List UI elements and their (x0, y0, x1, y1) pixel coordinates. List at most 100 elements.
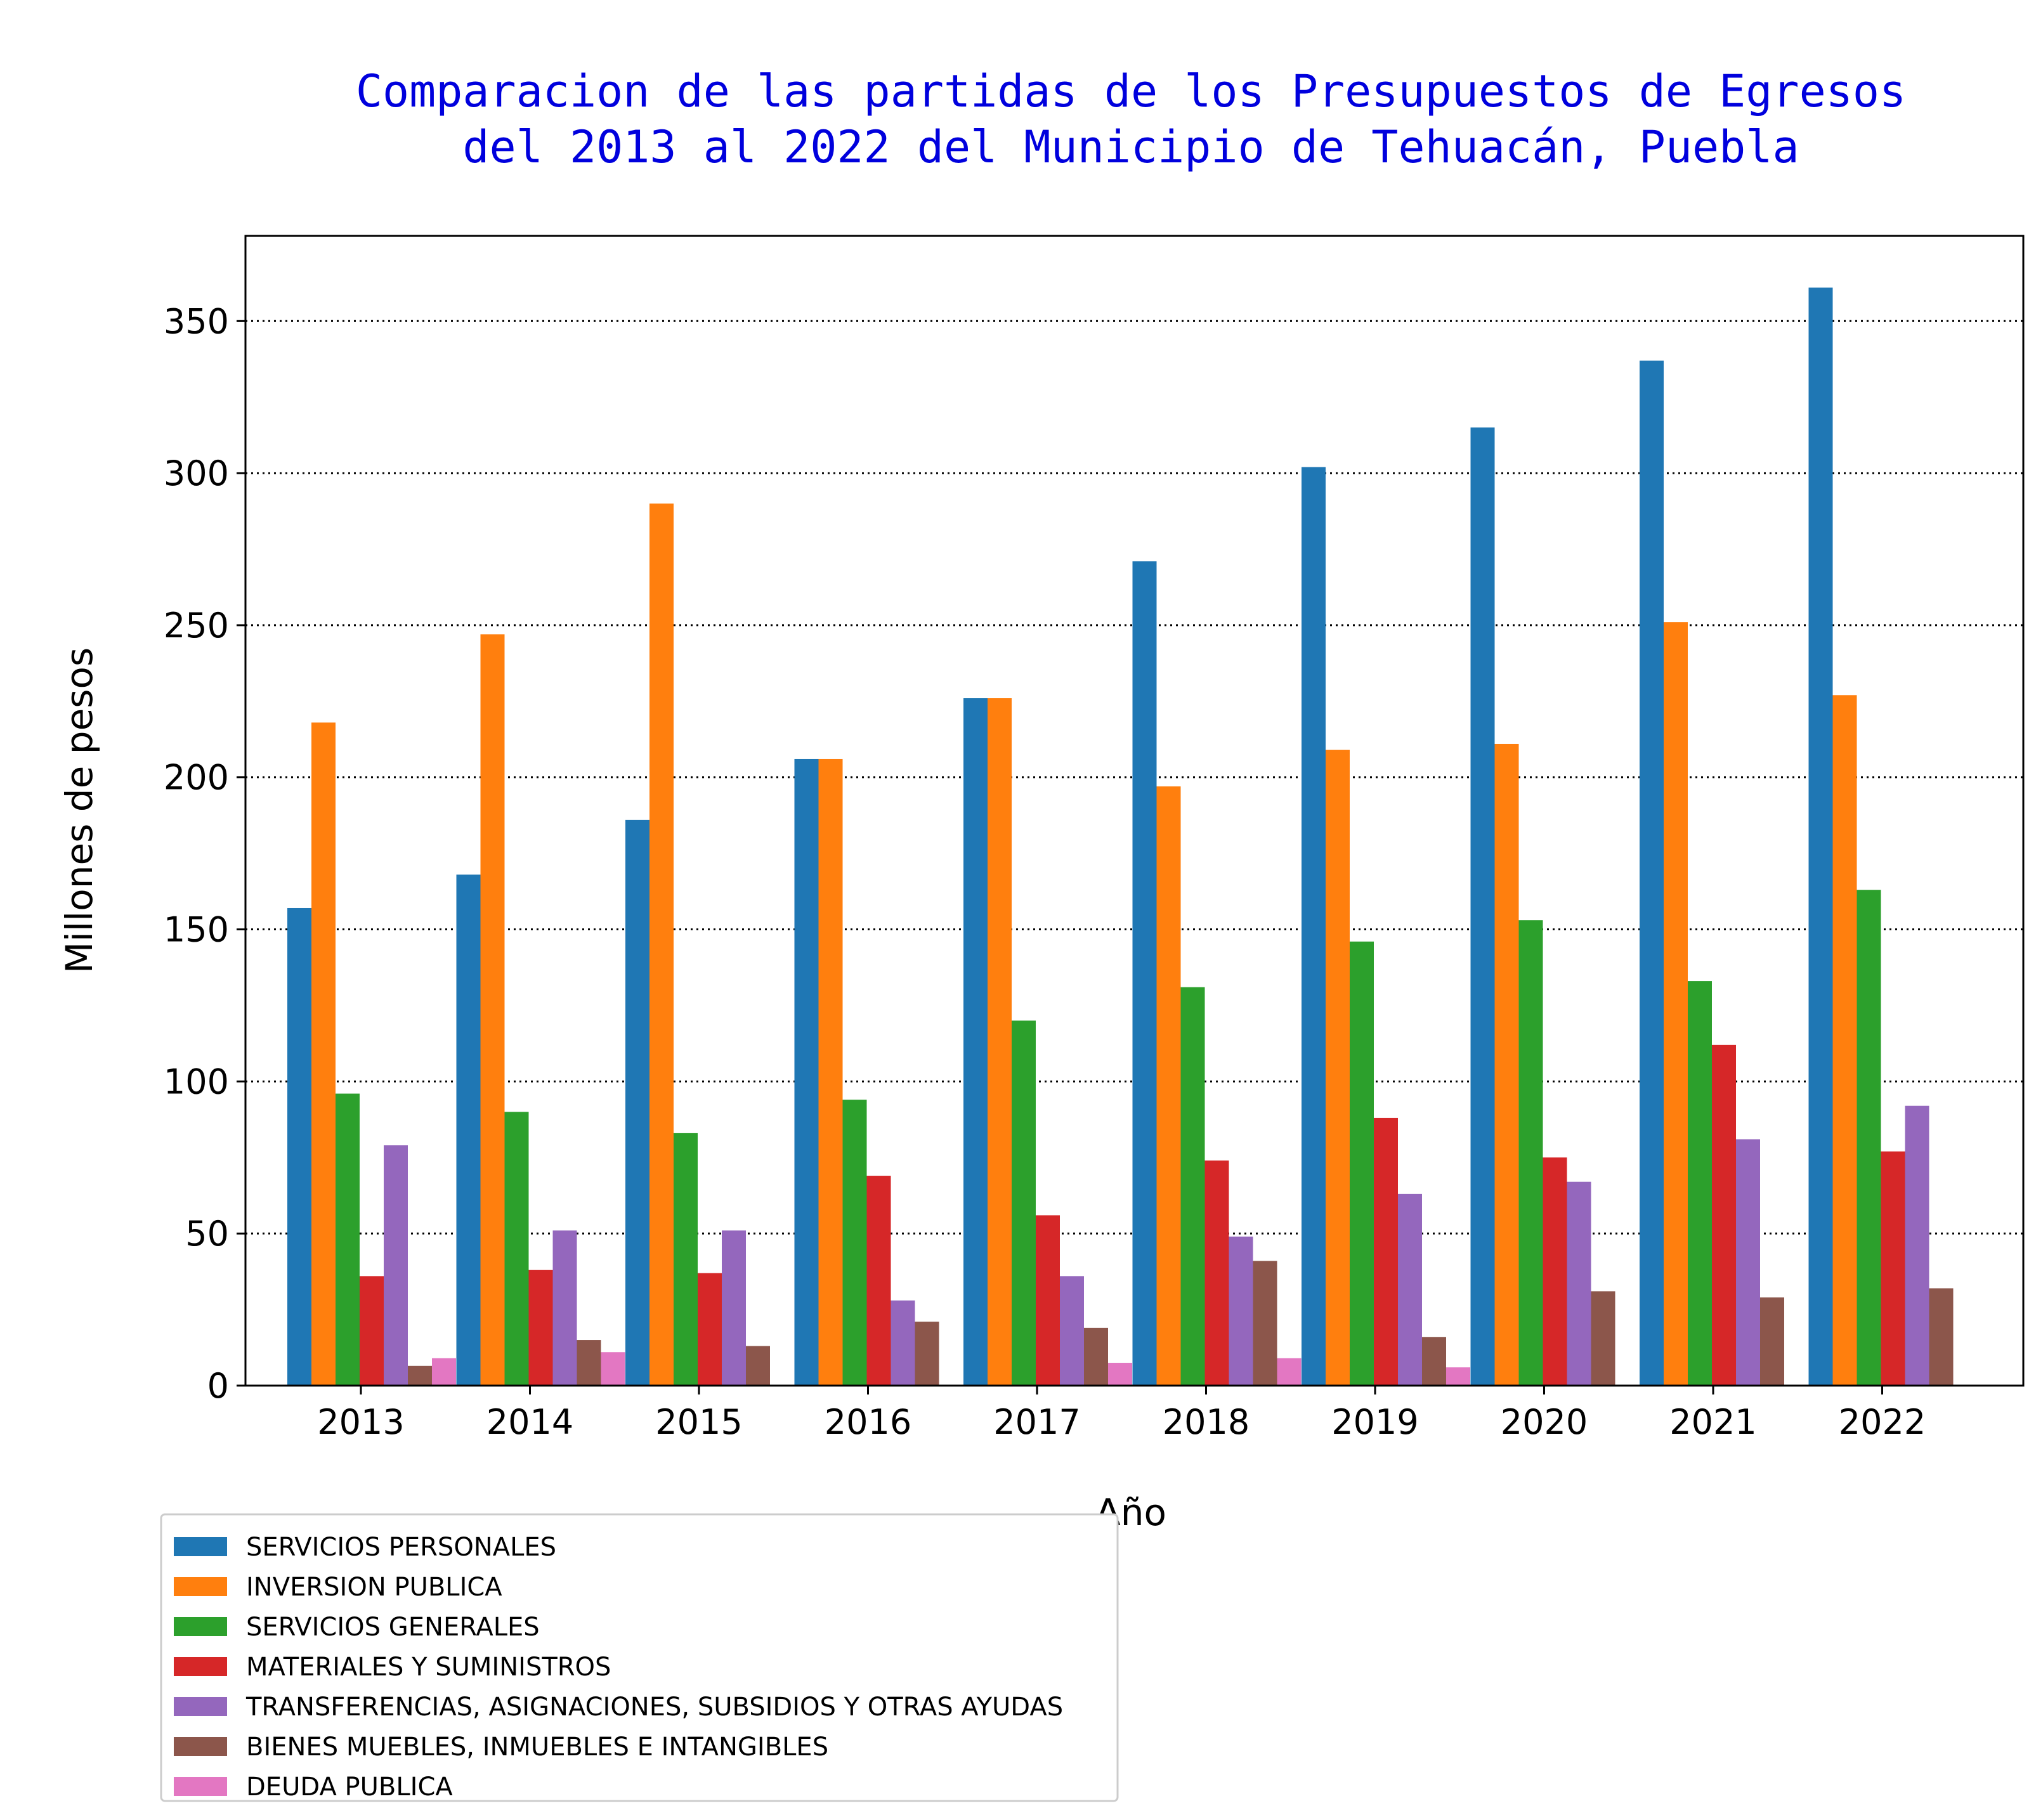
legend-box (160, 1513, 1119, 1802)
bar-2016-series-6 (915, 1322, 939, 1386)
bar-2022-series-2 (1832, 695, 1857, 1386)
bar-2018-series-6 (1253, 1261, 1277, 1386)
bar-2016-series-5 (891, 1300, 915, 1386)
bar-2016-series-3 (842, 1100, 867, 1386)
bar-2018-series-3 (1180, 987, 1205, 1386)
legend: SERVICIOS PERSONALES INVERSION PUBLICA SER… (160, 1513, 1119, 1802)
bar-2017-series-5 (1060, 1276, 1084, 1386)
bar-2019-series-6 (1422, 1337, 1446, 1386)
bar-2018-series-1 (1132, 561, 1157, 1386)
bar-2021-series-3 (1688, 981, 1712, 1386)
bar-2022-series-3 (1857, 890, 1881, 1386)
bar-2017-series-6 (1084, 1327, 1108, 1386)
bar-2021-series-2 (1664, 622, 1688, 1386)
legend-label-5: TRANSFERENCIAS, ASIGNACIONES, SUBSIDIOS … (245, 1693, 1063, 1722)
chart-title: Comparacion de las partidas de los Presu… (356, 65, 1906, 173)
bar-2021-series-4 (1712, 1044, 1736, 1386)
legend-swatch-7 (174, 1777, 227, 1796)
ytick-label-0: 0 (207, 1366, 229, 1406)
legend-swatch-2 (174, 1577, 227, 1596)
bar-2018-series-7 (1277, 1358, 1302, 1386)
bar-2020-series-2 (1494, 743, 1519, 1386)
bar-2017-series-7 (1108, 1363, 1132, 1386)
bar-2014-series-1 (456, 874, 481, 1386)
legend-swatch-1 (174, 1537, 227, 1556)
plot-frame (244, 235, 2025, 1387)
bar-2018-series-4 (1204, 1160, 1229, 1386)
bar-2015-series-4 (698, 1273, 722, 1386)
bar-2013-series-2 (311, 722, 336, 1386)
tick-labels: 0 50 100 150 200 250 300 350 2013 2014 2015 2016 201… (164, 301, 1926, 1442)
bar-2018-series-2 (1156, 786, 1181, 1386)
bar-2017-series-1 (963, 698, 988, 1386)
bar-2019-series-4 (1374, 1117, 1398, 1386)
bar-2013-series-5 (384, 1145, 408, 1386)
bar-2014-series-4 (528, 1270, 553, 1386)
bar-2014-series-7 (601, 1352, 625, 1386)
bar-2015-series-2 (649, 504, 674, 1386)
chart-title-line-2: del 2013 al 2022 del Municipio de Tehuac… (462, 121, 1799, 173)
xtick-label-2022: 2022 (1839, 1402, 1926, 1442)
ytick-label-350: 350 (164, 301, 229, 341)
bar-2014-series-2 (480, 634, 505, 1386)
bar-2013-series-4 (360, 1276, 384, 1386)
bar-2021-series-5 (1736, 1139, 1760, 1386)
legend-swatch-4 (174, 1657, 227, 1676)
bar-2019-series-7 (1446, 1367, 1470, 1386)
bar-2016-series-4 (866, 1176, 891, 1386)
bars (287, 287, 1954, 1386)
legend-label-4: MATERIALES Y SUMINISTROS (246, 1653, 611, 1682)
bar-2019-series-2 (1326, 750, 1350, 1386)
bar-2016-series-1 (794, 758, 819, 1386)
bar-2015-series-6 (746, 1346, 770, 1386)
xtick-label-2014: 2014 (486, 1402, 573, 1442)
bar-2020-series-3 (1518, 920, 1543, 1386)
bar-2013-series-3 (336, 1093, 360, 1386)
bar-2014-series-3 (504, 1112, 529, 1386)
bar-2013-series-1 (287, 907, 311, 1386)
bar-2013-series-6 (408, 1365, 432, 1386)
bar-2015-series-1 (625, 819, 649, 1386)
legend-swatch-5 (174, 1697, 227, 1716)
bar-2022-series-4 (1881, 1151, 1905, 1386)
axes (244, 235, 2025, 1387)
ytick-label-200: 200 (164, 758, 229, 798)
bar-2020-series-1 (1470, 427, 1495, 1386)
bar-2014-series-5 (552, 1230, 577, 1386)
bar-2018-series-5 (1229, 1236, 1253, 1386)
bar-2021-series-6 (1760, 1297, 1784, 1386)
bar-2022-series-1 (1808, 287, 1833, 1386)
bar-2015-series-5 (722, 1230, 746, 1386)
bar-2017-series-2 (988, 698, 1012, 1386)
ytick-label-100: 100 (164, 1062, 229, 1102)
bar-2019-series-3 (1350, 941, 1374, 1386)
legend-swatch-3 (174, 1617, 227, 1636)
ytick-label-150: 150 (164, 910, 229, 950)
bar-2020-series-5 (1567, 1181, 1591, 1386)
ytick-label-300: 300 (164, 453, 229, 493)
legend-swatch-6 (174, 1737, 227, 1756)
legend-label-2: INVERSION PUBLICA (246, 1573, 502, 1602)
xtick-label-2018: 2018 (1163, 1402, 1250, 1442)
legend-label-1: SERVICIOS PERSONALES (246, 1533, 556, 1562)
bar-2022-series-5 (1905, 1105, 1929, 1386)
bar-2019-series-1 (1302, 467, 1326, 1386)
bar-2017-series-4 (1036, 1215, 1060, 1386)
bar-2014-series-6 (577, 1340, 601, 1386)
xtick-label-2021: 2021 (1669, 1402, 1756, 1442)
xtick-label-2017: 2017 (993, 1402, 1080, 1442)
bar-2019-series-5 (1398, 1193, 1422, 1386)
ytick-label-250: 250 (164, 606, 229, 646)
xtick-label-2020: 2020 (1501, 1402, 1588, 1442)
bar-2015-series-3 (674, 1133, 698, 1386)
xtick-label-2019: 2019 (1331, 1402, 1418, 1442)
legend-label-7: DEUDA PUBLICA (246, 1772, 453, 1802)
y-axis-label: Millones de pesos (58, 647, 101, 973)
xtick-label-2015: 2015 (655, 1402, 742, 1442)
legend-label-6: BIENES MUEBLES, INMUEBLES E INTANGIBLES (246, 1732, 828, 1762)
bar-2020-series-6 (1591, 1291, 1615, 1386)
xtick-label-2016: 2016 (825, 1402, 911, 1442)
